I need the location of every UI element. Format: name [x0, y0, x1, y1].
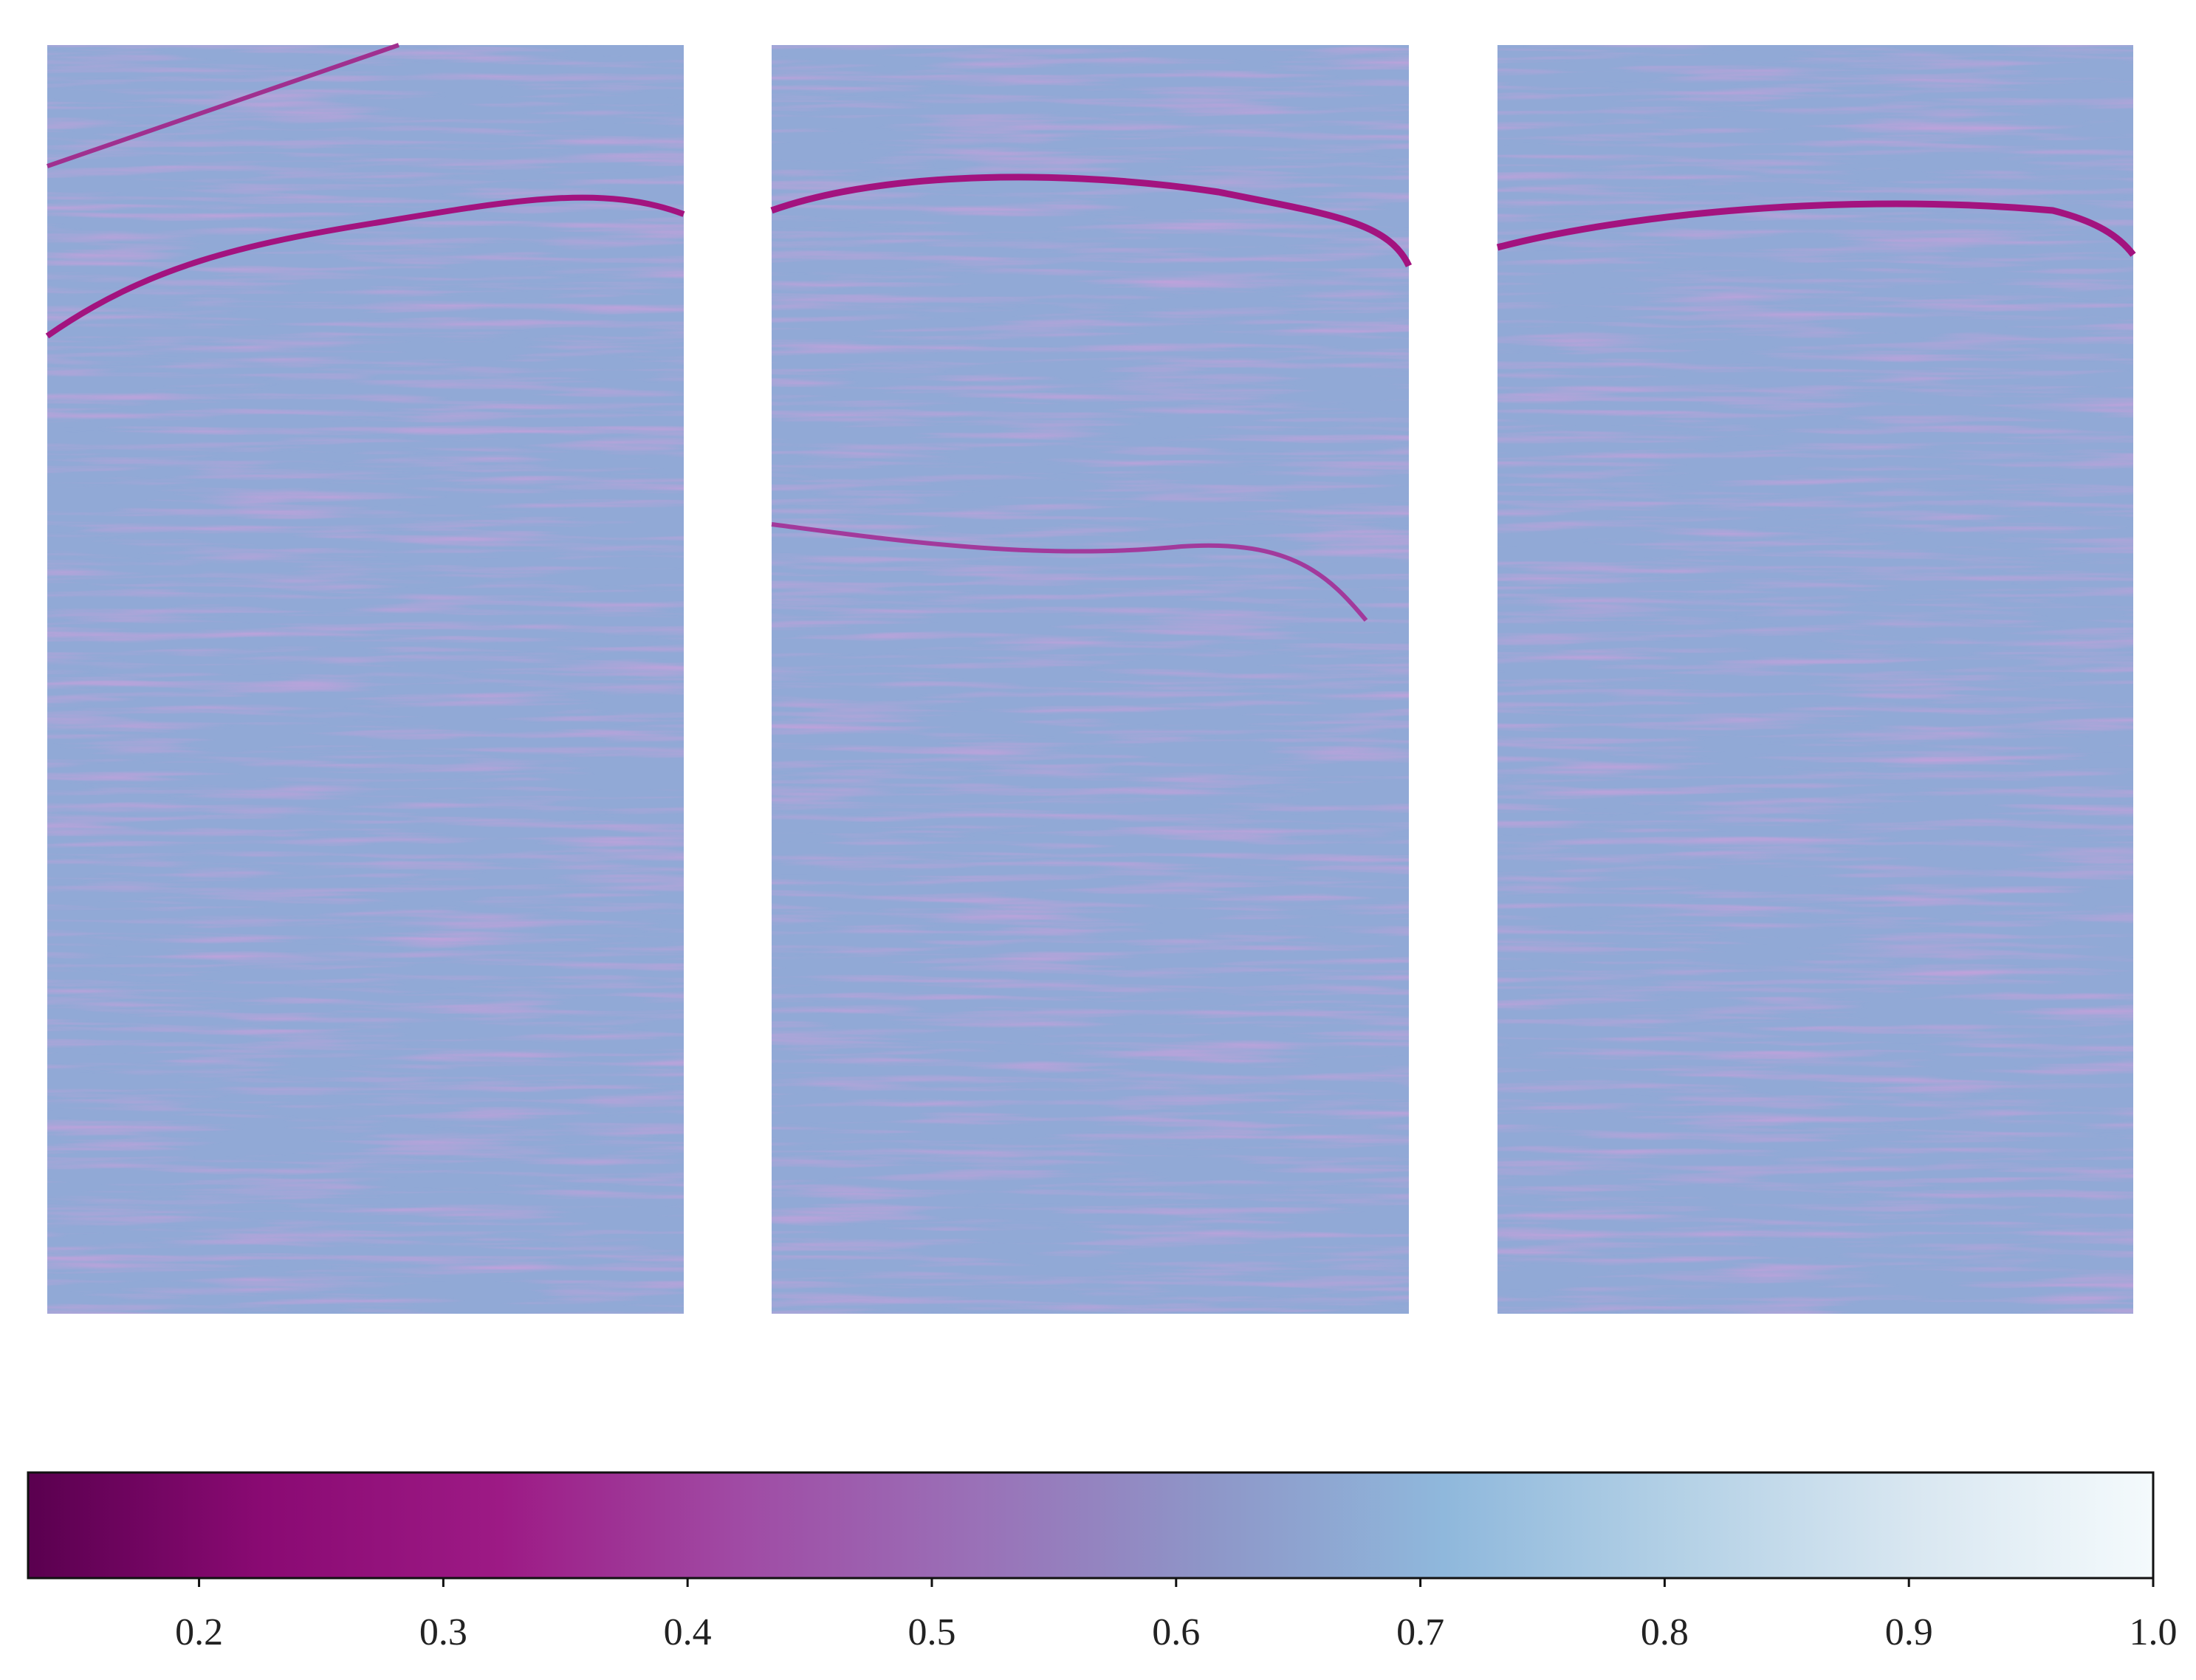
- reflector: [771, 522, 1368, 622]
- colorbar-tick-label: 0.3: [419, 1611, 467, 1653]
- panels: [45, 43, 2136, 1314]
- reflector: [770, 174, 1413, 267]
- colorbar-tick-label: 0.8: [1641, 1611, 1689, 1653]
- colorbar-tick-label: 0.7: [1396, 1611, 1444, 1653]
- reflector: [45, 194, 685, 339]
- colorbar-tick-label: 0.4: [664, 1611, 712, 1653]
- colorbar: 0.2 0.3 0.4 0.5 0.6 0.7 0.8 0.9 1.0: [27, 1471, 2178, 1653]
- panel-texture: [772, 45, 1409, 1314]
- colorbar-tick-label: 0.9: [1885, 1611, 1933, 1653]
- colorbar-tick-label: 1.0: [2130, 1611, 2178, 1653]
- colorbar-fill: [27, 1471, 2155, 1580]
- reflector: [1496, 200, 2136, 257]
- panel-texture: [1497, 45, 2133, 1314]
- colorbar-tick-label: 0.2: [175, 1611, 223, 1653]
- panel-texture: [47, 45, 684, 1314]
- colorbar-tick-label: 0.5: [907, 1611, 955, 1653]
- reflector: [47, 43, 399, 168]
- colorbar-tick-label: 0.6: [1152, 1611, 1200, 1653]
